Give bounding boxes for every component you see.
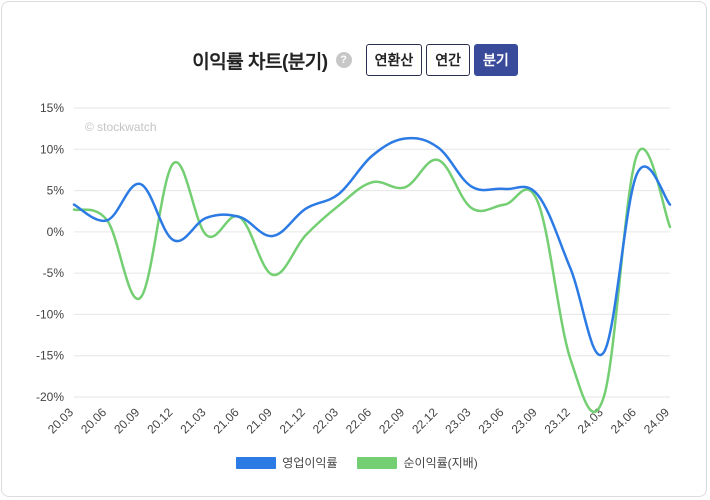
x-tick-label: 22.06 (343, 405, 374, 436)
x-tick-label: 22.09 (376, 405, 407, 436)
legend-item-operating-margin[interactable]: 영업이익률 (236, 454, 337, 471)
x-tick-label: 24.09 (641, 405, 672, 436)
legend-swatch (236, 456, 277, 469)
x-tick-label: 20.12 (144, 405, 175, 436)
annualized-button[interactable]: 연환산 (365, 44, 423, 76)
x-tick-label: 21.06 (211, 405, 242, 436)
legend: 영업이익률 순이익률(지배) (2, 454, 710, 471)
legend-label: 순이익률(지배) (403, 456, 478, 470)
x-tick-label: 22.03 (310, 405, 341, 436)
help-icon[interactable]: ? (335, 52, 352, 68)
y-tick-label: -20% (36, 390, 64, 404)
y-tick-label: 10% (40, 142, 64, 156)
y-tick-label: -10% (36, 307, 64, 321)
quarterly-button[interactable]: 분기 (473, 44, 518, 76)
x-tick-label: 21.12 (277, 405, 308, 436)
series-line-operating-margin (72, 136, 672, 357)
x-tick-label: 22.12 (409, 405, 440, 436)
y-tick-label: 0% (47, 225, 65, 239)
y-tick-label: 15% (40, 101, 64, 115)
chart-title: 이익률 차트(분기) (192, 51, 328, 73)
x-tick-label: 21.09 (244, 405, 275, 436)
x-tick-label: 20.09 (111, 405, 142, 436)
x-tick-label: 24.06 (608, 405, 639, 436)
x-tick-label: 23.12 (542, 405, 573, 436)
legend-label: 영업이익률 (282, 456, 338, 470)
chart-header: 이익률 차트(분기) ? 연환산 연간 분기 (2, 42, 710, 78)
y-tick-label: -15% (36, 349, 64, 363)
legend-item-net-margin[interactable]: 순이익률(지배) (357, 454, 478, 471)
x-tick-label: 23.06 (475, 405, 506, 436)
x-tick-label: 20.03 (45, 405, 76, 436)
y-tick-label: -5% (43, 266, 65, 280)
annual-button[interactable]: 연간 (426, 44, 470, 76)
x-tick-label: 21.03 (177, 405, 208, 436)
watermark: © stockwatch (85, 120, 157, 134)
x-tick-label: 23.03 (442, 405, 473, 436)
y-tick-label: 5% (47, 184, 65, 198)
series-line-net-margin (72, 147, 672, 414)
x-tick-label: 23.09 (509, 405, 540, 436)
legend-swatch (357, 456, 398, 469)
x-tick-label: 20.06 (78, 405, 109, 436)
